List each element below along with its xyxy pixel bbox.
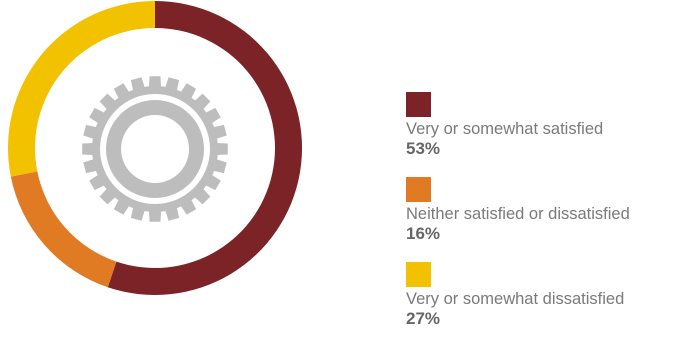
legend: Very or somewhat satisfied 53% Neither s…: [406, 92, 686, 347]
satisfaction-donut-chart: Very or somewhat satisfied 53% Neither s…: [7, 1, 630, 328]
gear-icon: [82, 76, 228, 222]
donut-slices: [7, 1, 302, 295]
legend-item-dissatisfied: Very or somewhat dissatisfied 27%: [406, 262, 686, 347]
legend-item-satisfied: Very or somewhat satisfied 53%: [406, 92, 686, 177]
legend-swatch-satisfied: [406, 92, 431, 117]
legend-swatch-dissatisfied: [406, 262, 431, 287]
legend-value-satisfied: 53%: [406, 139, 441, 158]
legend-label-dissatisfied: Very or somewhat dissatisfied: [406, 290, 625, 308]
legend-value-neutral: 16%: [406, 224, 441, 243]
slice-satisfied: [107, 1, 302, 295]
donut-svg: [7, 1, 302, 295]
legend-item-neutral: Neither satisfied or dissatisfied 16%: [406, 177, 686, 262]
legend-swatch-neutral: [406, 177, 431, 202]
legend-value-dissatisfied: 27%: [406, 309, 441, 328]
slice-dissatisfied: [7, 1, 155, 177]
legend-label-neutral: Neither satisfied or dissatisfied: [406, 205, 630, 223]
legend-label-satisfied: Very or somewhat satisfied: [406, 120, 604, 138]
slice-neutral: [10, 171, 117, 288]
